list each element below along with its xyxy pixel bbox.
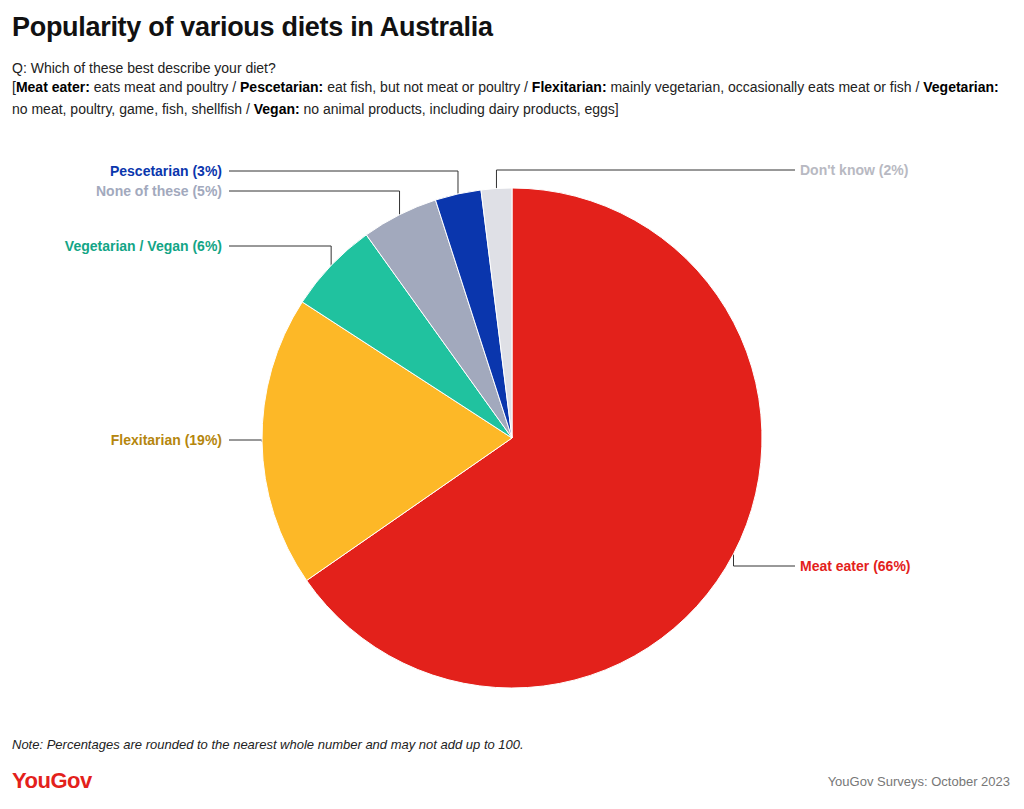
- html-text:Popularity of various diets in: Popularity of various diets in Australia: [12, 12, 493, 42]
- svg-text:Meat eater (66%): Meat eater (66%): [800, 558, 911, 574]
- html-text:[Meat eater: eats meat and pou: [Meat eater: eats meat and poultry / Pes…: [12, 79, 999, 95]
- html-text:no meat, poultry, game, fish,: no meat, poultry, game, fish, shellfish …: [12, 101, 619, 117]
- svg-text:Pescetarian (3%): Pescetarian (3%): [110, 163, 222, 179]
- html-text:YouGov: YouGov: [12, 768, 92, 793]
- html-text:YouGov Surveys: October 2023: YouGov Surveys: October 2023: [827, 774, 1010, 789]
- svg-text:None of these (5%): None of these (5%): [96, 183, 222, 199]
- html-text:Q: Which of these best describ: Q: Which of these best describe your die…: [12, 60, 276, 76]
- html-text:Note: Percentages are rounded: Note: Percentages are rounded to the nea…: [12, 737, 524, 752]
- svg-text:Vegetarian / Vegan (6%): Vegetarian / Vegan (6%): [65, 238, 222, 254]
- svg-text:Don't know (2%): Don't know (2%): [800, 162, 908, 178]
- svg-text:Flexitarian (19%): Flexitarian (19%): [111, 432, 222, 448]
